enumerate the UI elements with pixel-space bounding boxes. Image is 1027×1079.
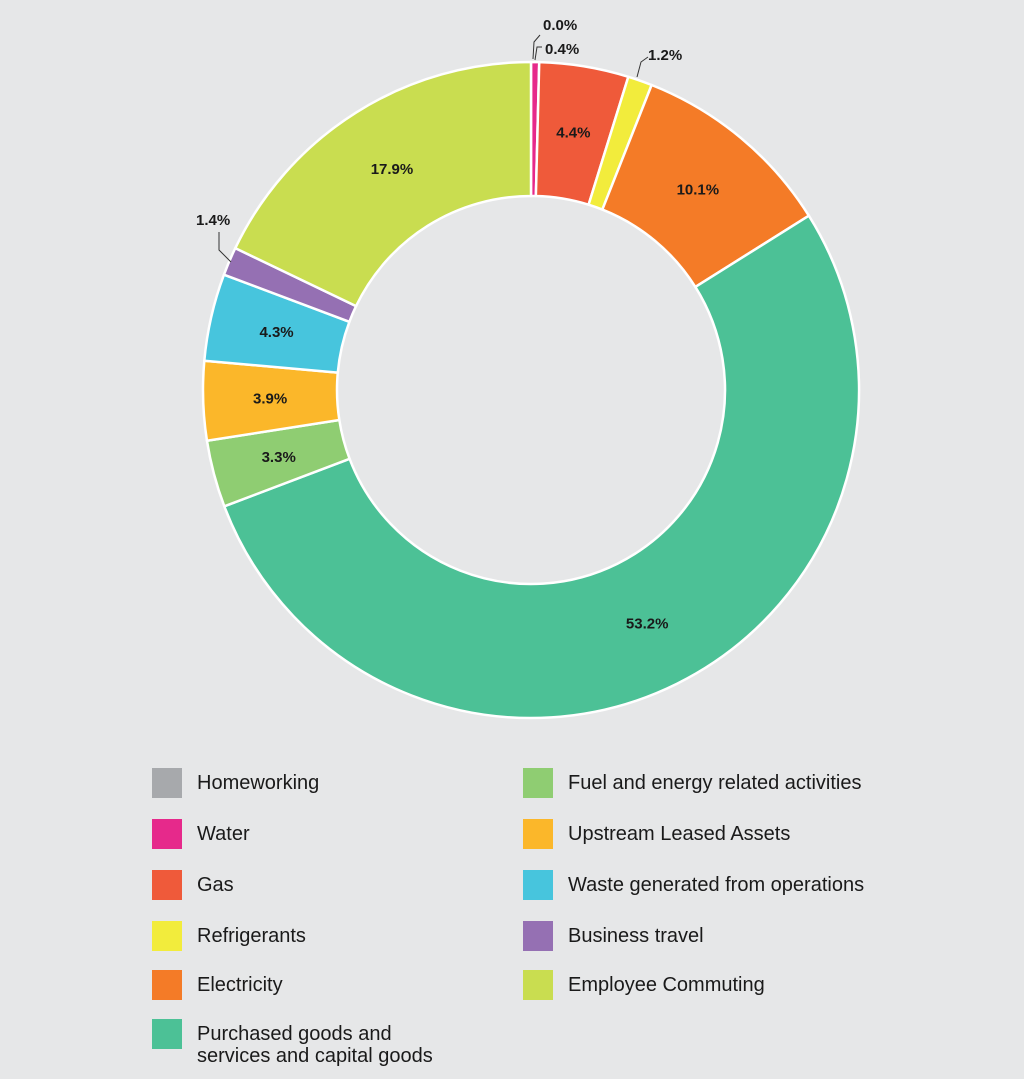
legend-item-upstream-leased: Upstream Leased Assets: [523, 819, 790, 849]
legend-item-fuel-energy: Fuel and energy related activities: [523, 768, 862, 798]
legend-swatch: [523, 768, 553, 798]
slice-gas-label: 4.4%: [556, 124, 590, 141]
legend-label: Water: [197, 823, 250, 845]
legend: Homeworking Water Gas Refrigerants Elect…: [152, 768, 952, 1068]
slice-water-leader-line: [534, 46, 542, 61]
legend-swatch: [152, 870, 182, 900]
legend-item-refrigerants: Refrigerants: [152, 921, 306, 951]
legend-label: Fuel and energy related activities: [568, 772, 862, 794]
slice-refrigerants-label: 1.2%: [648, 47, 682, 64]
slice-upstream-leased-assets-label: 3.9%: [253, 391, 287, 408]
legend-swatch: [523, 921, 553, 951]
legend-label: Business travel: [568, 925, 704, 947]
legend-item-water: Water: [152, 819, 250, 849]
slice-business-travel-leader-line: [218, 232, 232, 263]
slice-waste-generated-from-operations-label: 4.3%: [259, 324, 293, 341]
slice-homeworking-leader-line: [532, 34, 541, 60]
legend-swatch: [523, 819, 553, 849]
slice-employee-commuting: [234, 60, 533, 308]
slice-refrigerants-leader-line: [636, 56, 649, 78]
legend-item-gas: Gas: [152, 870, 234, 900]
slice-water-label: 0.4%: [545, 41, 579, 58]
slice-homeworking-label: 0.0%: [543, 17, 577, 34]
legend-label: Upstream Leased Assets: [568, 823, 791, 845]
slice-business-travel-label: 1.4%: [196, 212, 230, 229]
legend-label: Waste generated from operations: [568, 874, 865, 896]
legend-swatch: [523, 870, 553, 900]
legend-item-business-travel: Business travel: [523, 921, 704, 951]
slice-fuel-and-energy-related-activities-label: 3.3%: [262, 449, 296, 466]
legend-swatch: [152, 1019, 182, 1049]
legend-label: Homeworking: [197, 772, 320, 794]
legend-item-purchased-goods: Purchased goods and services and capital…: [152, 1019, 433, 1067]
legend-label: Gas: [197, 874, 234, 896]
slice-employee-commuting-label: 17.9%: [371, 161, 414, 178]
legend-swatch: [152, 970, 182, 1000]
legend-swatch: [152, 819, 182, 849]
legend-item-electricity: Electricity: [152, 970, 283, 1000]
legend-swatch: [152, 768, 182, 798]
legend-item-waste: Waste generated from operations: [523, 870, 864, 900]
legend-label: Refrigerants: [197, 925, 306, 947]
slice-electricity-label: 10.1%: [677, 181, 720, 198]
legend-label: Electricity: [197, 974, 283, 996]
legend-swatch: [523, 970, 553, 1000]
legend-label: Purchased goods and services and capital…: [197, 1023, 433, 1067]
slice-purchased-goods-and-services-and-capital-goods: [223, 214, 861, 720]
donut-chart: 0.0% 0.4% 4.4% 1.2% 10.1% 53.2% 3.3% 3.9% 4.3% 1.…: [196, 17, 861, 720]
legend-item-homeworking: Homeworking: [152, 768, 319, 798]
slice-purchased-goods-and-services-and-capital-goods-label: 53.2%: [626, 616, 669, 633]
legend-swatch: [152, 921, 182, 951]
legend-label: Employee Commuting: [568, 974, 765, 996]
legend-item-employee-commuting: Employee Commuting: [523, 970, 765, 1000]
